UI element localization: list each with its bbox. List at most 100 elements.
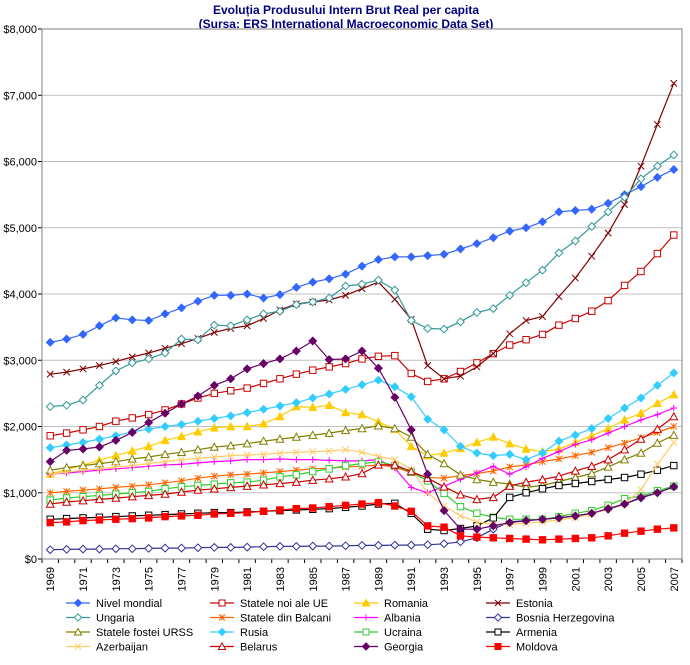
data-point: [391, 502, 399, 510]
data-point: [176, 399, 186, 409]
data-point: [603, 198, 613, 208]
data-point: [144, 514, 153, 522]
data-point: [406, 315, 416, 326]
data-point: [588, 252, 596, 260]
y-tick-label: $7,000: [3, 90, 37, 102]
data-point: [506, 471, 513, 478]
data-point: [570, 511, 580, 521]
data-point: [587, 204, 597, 214]
data-point: [636, 434, 646, 443]
data-point: [193, 391, 203, 401]
data-point: [340, 472, 351, 481]
data-point: [506, 463, 514, 471]
data-point: [275, 290, 285, 300]
x-tick-label: 1971: [78, 567, 90, 591]
data-point: [604, 296, 612, 305]
data-point: [259, 469, 268, 477]
data-point: [391, 295, 399, 303]
data-point: [112, 417, 120, 425]
data-point: [406, 466, 416, 476]
data-point: [243, 456, 251, 463]
data-point: [176, 303, 186, 313]
data-point: [144, 354, 154, 364]
data-point: [324, 473, 334, 483]
data-point: [652, 161, 662, 171]
data-point: [340, 425, 351, 435]
data-point: [79, 516, 87, 525]
x-tick-label: 1987: [341, 567, 353, 591]
data-point: [439, 539, 449, 549]
legend-item: Statele noi ale UE: [210, 598, 328, 610]
data-point: [423, 377, 432, 386]
data-point: [63, 368, 71, 376]
data-point: [176, 431, 187, 441]
data-point: [210, 389, 219, 398]
data-point: [45, 337, 55, 347]
data-point: [211, 458, 218, 465]
data-point: [456, 367, 465, 376]
data-point: [391, 351, 399, 360]
legend-label: Ucraina: [384, 627, 423, 639]
data-point: [472, 437, 482, 447]
data-point: [226, 542, 236, 552]
data-point: [308, 541, 318, 551]
data-point: [538, 265, 548, 275]
legend-label: Nivel mondial: [96, 598, 162, 610]
data-point: [587, 423, 597, 433]
data-point: [572, 441, 579, 448]
data-point: [292, 504, 301, 513]
data-point: [291, 432, 301, 441]
data-point: [652, 398, 663, 408]
data-point: [604, 475, 612, 484]
data-point: [358, 355, 366, 363]
data-point: [637, 416, 645, 424]
x-tick-label: 1985: [308, 567, 320, 591]
data-point: [194, 459, 202, 467]
data-point: [636, 448, 646, 457]
data-point: [423, 251, 433, 261]
data-point: [554, 248, 564, 258]
data-point: [670, 524, 678, 532]
data-point: [218, 599, 226, 607]
data-point: [94, 442, 104, 452]
data-point: [177, 512, 186, 520]
data-point: [45, 443, 55, 453]
data-point: [488, 233, 498, 243]
data-point: [209, 414, 219, 424]
data-point: [258, 479, 269, 489]
data-point: [308, 277, 318, 287]
data-point: [390, 540, 400, 550]
data-point: [276, 449, 284, 457]
data-point: [127, 544, 137, 554]
data-point: [242, 438, 252, 448]
data-point: [276, 506, 284, 514]
data-point: [78, 395, 88, 405]
data-point: [308, 297, 318, 307]
data-point: [488, 477, 498, 486]
data-point: [112, 515, 120, 523]
data-point: [456, 512, 465, 520]
data-point: [341, 384, 351, 394]
x-tick-label: 2007: [669, 567, 681, 591]
data-point: [521, 444, 531, 453]
data-point: [227, 387, 235, 395]
data-point: [670, 438, 678, 446]
data-point: [669, 368, 679, 378]
data-point: [62, 429, 71, 437]
chart-subtitle: (Sursa: ERS International Macroeconomic …: [199, 17, 494, 31]
data-point: [636, 174, 646, 184]
data-point: [78, 495, 88, 505]
data-point: [472, 448, 482, 458]
data-point: [669, 411, 679, 421]
data-point: [440, 489, 448, 498]
data-point: [177, 456, 186, 464]
legend-label: Georgia: [384, 642, 424, 654]
y-tick-label: $2,000: [3, 422, 37, 434]
data-point: [176, 447, 187, 457]
data-point: [325, 457, 333, 464]
data-point: [652, 438, 663, 447]
data-point: [670, 231, 678, 239]
data-point: [308, 402, 318, 411]
data-point: [145, 481, 153, 489]
data-point: [341, 281, 351, 291]
